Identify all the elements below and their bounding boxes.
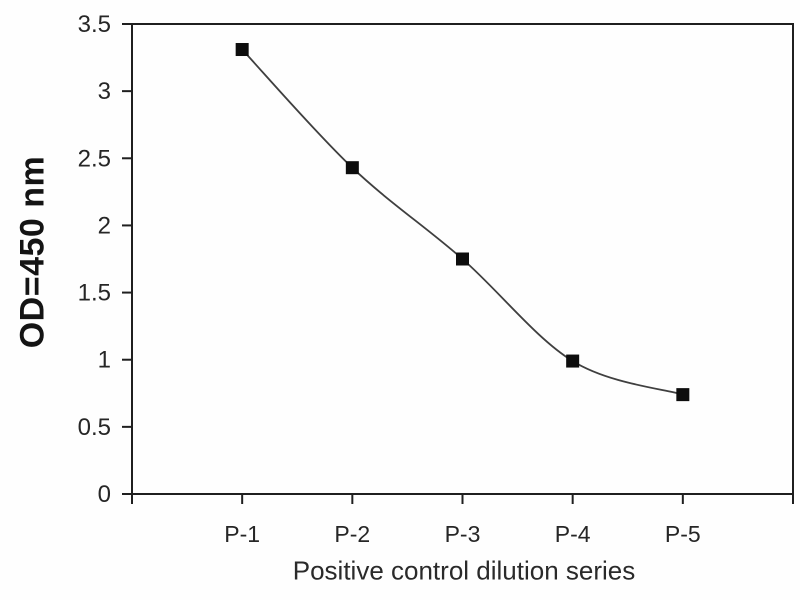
y-tick-label: 2 [98, 212, 111, 239]
data-point-marker [345, 161, 359, 175]
series-line [241, 48, 684, 396]
x-tick-label: P-4 [555, 521, 591, 547]
y-tick-label: 3.5 [78, 11, 111, 38]
data-point-marker [235, 43, 249, 57]
data-point-marker [676, 388, 690, 402]
data-point-marker [456, 252, 469, 266]
y-tick-label: 0 [98, 481, 111, 508]
y-tick-label: 3 [98, 78, 111, 105]
y-tick-label: 1.5 [78, 280, 111, 307]
data-point-marker [566, 354, 580, 368]
y-tick-label: 2.5 [78, 145, 111, 172]
x-tick-label: P-3 [445, 521, 481, 547]
x-tick-label: P-5 [665, 521, 701, 547]
x-tick-label: P-1 [224, 521, 260, 547]
y-axis-title: OD=450 nm [13, 155, 52, 349]
x-axis-title: Positive control dilution series [292, 555, 636, 586]
y-tick-label: 0.5 [78, 414, 111, 441]
x-tick-label: P-2 [334, 521, 370, 547]
y-tick-label: 1 [98, 347, 111, 374]
